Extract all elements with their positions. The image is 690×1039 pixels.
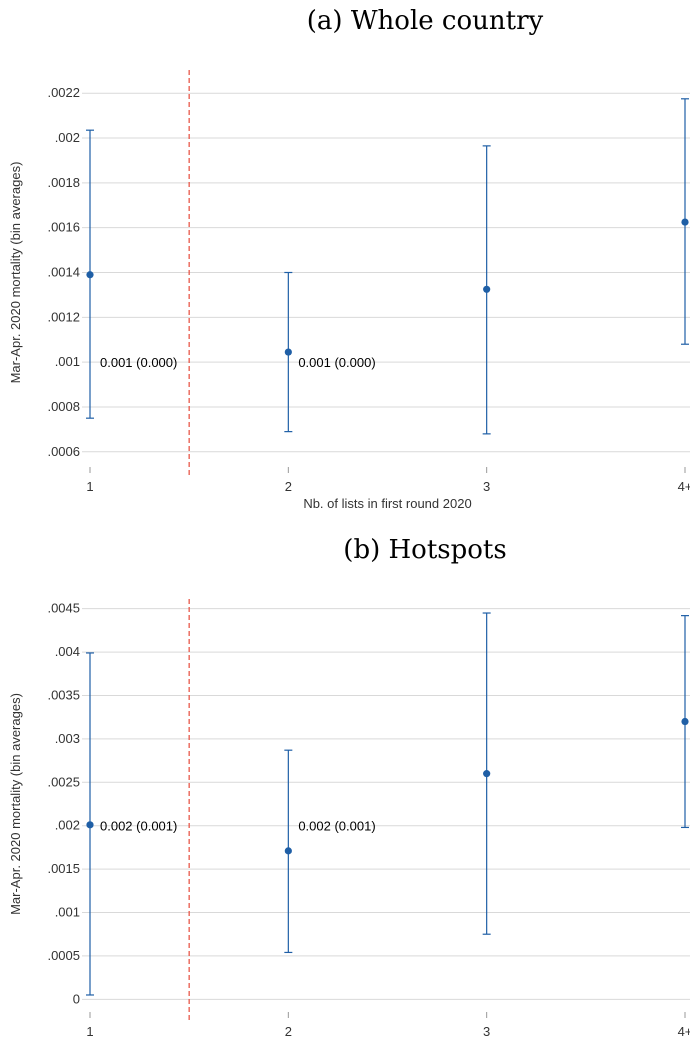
estimate-annotation: 0.002 (0.001): [298, 819, 375, 834]
y-tick-label: .002: [55, 130, 80, 145]
x-tick-label: 1: [86, 1024, 93, 1039]
data-point: [86, 271, 94, 279]
data-point: [284, 847, 292, 855]
y-tick-label: .0018: [47, 175, 80, 190]
y-tick-label: .0008: [47, 399, 80, 414]
y-tick-label: .0012: [47, 309, 80, 324]
data-point: [681, 218, 689, 226]
y-tick-label: .003: [55, 731, 80, 746]
data-point: [483, 770, 491, 778]
x-tick-label: 3: [483, 479, 490, 494]
x-tick-label: 1: [86, 479, 93, 494]
y-tick-label: .0045: [47, 601, 80, 616]
estimate-annotation: 0.001 (0.000): [298, 355, 375, 370]
chart-a: .0006 .0008 .001 .0012 .0014 .0016 .0018 .002 .0…: [8, 70, 690, 511]
x-tick-label: 3: [483, 1024, 490, 1039]
y-tick-label: .0035: [47, 687, 80, 702]
y-tick-label: .001: [55, 905, 80, 920]
y-tick-label: .001: [55, 354, 80, 369]
estimate-annotation: 0.002 (0.001): [100, 819, 177, 834]
x-axis-label: Nb. of lists in first round 2020: [303, 496, 471, 511]
chart-a-title: (a) Whole country: [306, 6, 544, 36]
y-tick-label: .0005: [47, 948, 80, 963]
x-tick-label: 2: [285, 479, 292, 494]
y-tick-label: .0016: [47, 220, 80, 235]
x-tick-label: 4+: [678, 1024, 690, 1039]
y-tick-label: .0015: [47, 861, 80, 876]
y-axis-label: Mar-Apr. 2020 mortality (bin averages): [8, 693, 23, 915]
y-tick-label: 0: [73, 991, 80, 1006]
chart-b-title: (b) Hotspots: [343, 535, 507, 565]
data-point: [284, 348, 292, 356]
y-tick-label: .004: [55, 644, 80, 659]
y-axis-label: Mar-Apr. 2020 mortality (bin averages): [8, 162, 23, 384]
estimate-annotation: 0.001 (0.000): [100, 355, 177, 370]
data-point: [86, 821, 94, 829]
data-point: [483, 285, 491, 293]
x-tick-label: 4+: [678, 479, 690, 494]
data-point: [681, 717, 689, 726]
y-tick-label: .0022: [47, 85, 80, 100]
y-tick-label: .0006: [47, 444, 80, 459]
y-tick-label: .0014: [47, 265, 80, 280]
y-tick-label: .0025: [47, 774, 80, 789]
y-tick-label: .002: [55, 818, 80, 833]
x-tick-label: 2: [285, 1024, 292, 1039]
